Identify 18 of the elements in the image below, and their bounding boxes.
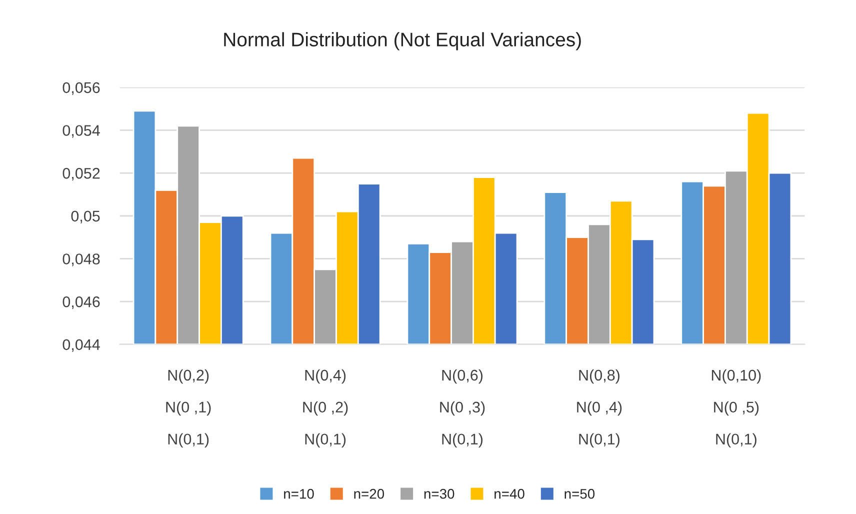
y-tick-label: 0,048: [62, 254, 100, 266]
x-tick-label: N(0,6) N(0 ,3) N(0,1): [440, 369, 485, 448]
y-tick-label: 0,052: [62, 168, 100, 181]
legend-label: n=50: [564, 488, 595, 499]
chart-title: Normal Distribution (Not Equal Variances): [224, 32, 581, 50]
legend-label: n=10: [284, 488, 314, 499]
x-tick-label: N(0,8) N(0 ,4) N(0,1): [577, 369, 622, 448]
x-tick-label: N(0,4) N(0 ,2) N(0,1): [303, 369, 348, 448]
legend-label: n=20: [354, 488, 384, 499]
y-tick-label: 0,05: [71, 210, 100, 224]
legend-label: n=40: [494, 488, 524, 499]
x-tick-label: N(0,2) N(0 ,1) N(0,1): [166, 369, 211, 448]
y-tick-label: 0,056: [62, 82, 100, 95]
x-tick-label: N(0,10) N(0 ,5) N(0,1): [712, 369, 761, 448]
y-tick-label: 0,054: [62, 125, 100, 138]
y-tick-label: 0,046: [62, 296, 100, 310]
y-tick-label: 0,044: [62, 339, 100, 352]
legend-label: n=30: [424, 488, 454, 499]
